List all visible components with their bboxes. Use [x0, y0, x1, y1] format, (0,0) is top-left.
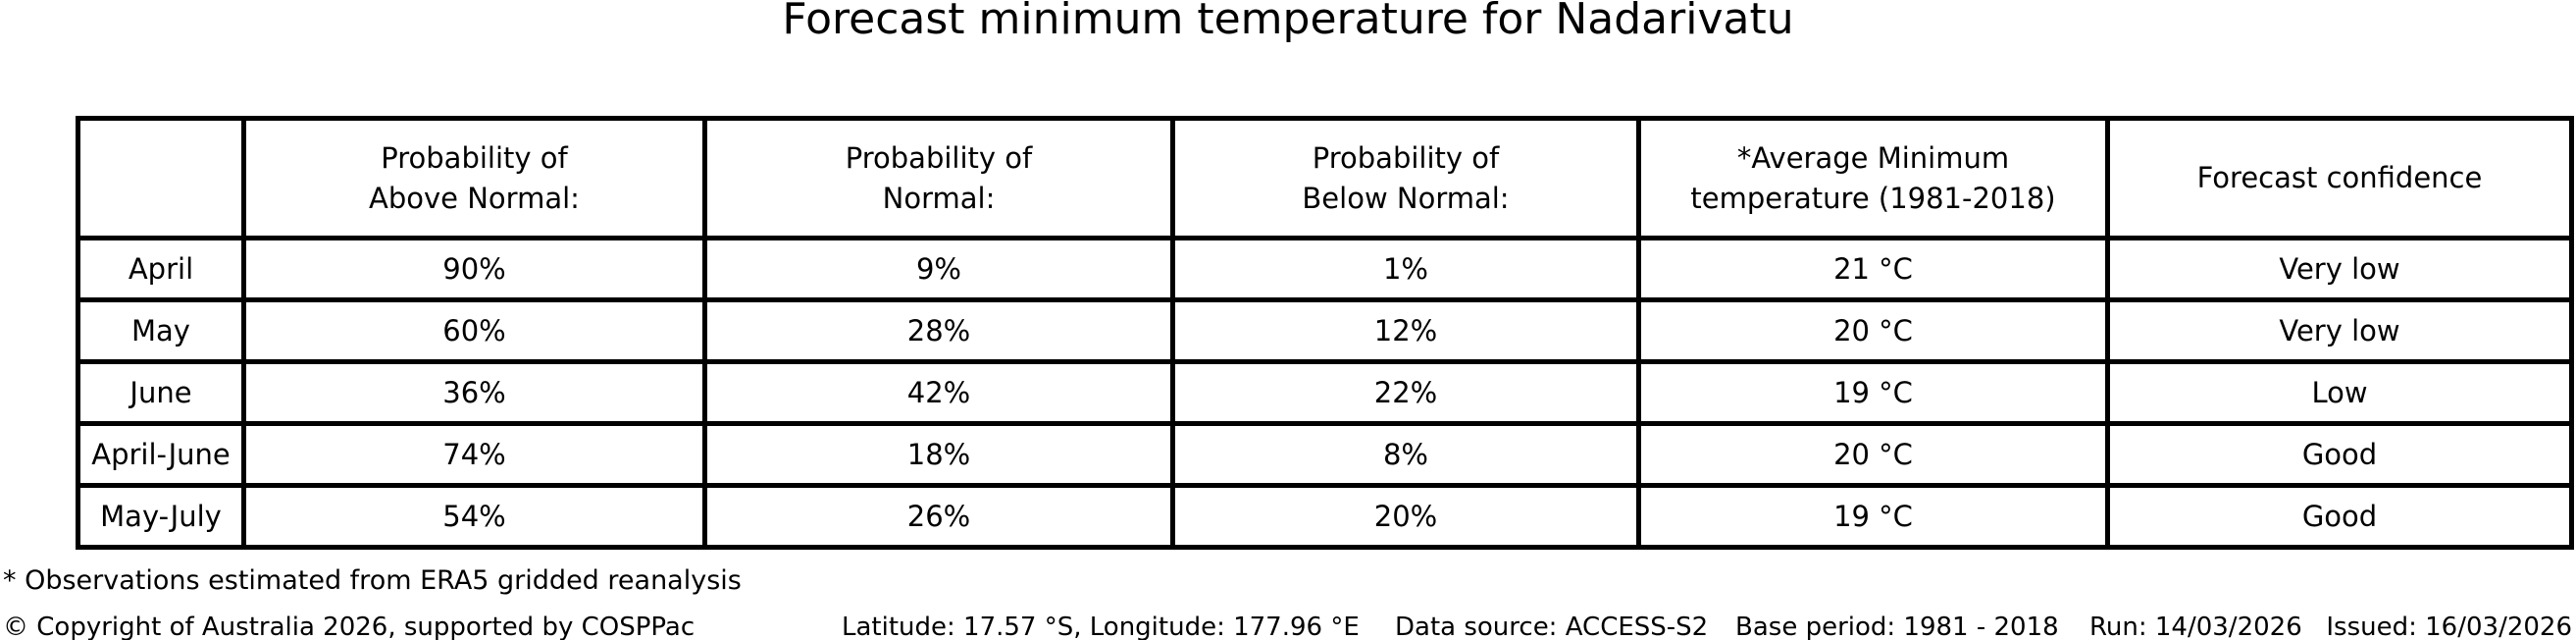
column-header-avg-min-temp: *Average Minimum temperature (1981-2018) [1636, 116, 2110, 240]
prob-below-cell: 12% [1170, 297, 1641, 364]
column-header-prob-below: Probability of Below Normal: [1170, 116, 1641, 240]
row-label: May-July [76, 483, 246, 550]
table-row-june: June 36% 42% 22% 19 °C Low [76, 359, 2574, 426]
row-label: June [76, 359, 246, 426]
row-label: May [76, 297, 246, 364]
table-row-may-july: May-July 54% 26% 20% 19 °C Good [76, 483, 2574, 550]
prob-above-cell: 60% [241, 297, 707, 364]
prob-below-cell: 8% [1170, 421, 1641, 488]
prob-above-cell: 74% [241, 421, 707, 488]
column-header-prob-normal: Probability of Normal: [702, 116, 1175, 240]
prob-normal-cell: 28% [702, 297, 1175, 364]
row-label: April-June [76, 421, 246, 488]
table-row-may: May 60% 28% 12% 20 °C Very low [76, 297, 2574, 364]
column-header-prob-above: Probability of Above Normal: [241, 116, 707, 240]
avg-min-temp-cell: 21 °C [1636, 236, 2110, 302]
footer-run-date: Run: 14/03/2026 [2089, 613, 2302, 640]
avg-min-temp-cell: 20 °C [1636, 421, 2110, 488]
footer-base-period: Base period: 1981 - 2018 [1735, 613, 2059, 640]
table-header-row: Probability of Above Normal: Probability… [76, 116, 2574, 240]
avg-min-temp-cell: 19 °C [1636, 483, 2110, 550]
forecast-confidence-cell: Good [2105, 483, 2574, 550]
forecast-confidence-cell: Very low [2105, 236, 2574, 302]
prob-above-cell: 54% [241, 483, 707, 550]
prob-normal-cell: 26% [702, 483, 1175, 550]
forecast-table: Probability of Above Normal: Probability… [76, 116, 2574, 550]
forecast-confidence-cell: Good [2105, 421, 2574, 488]
corner-cell [76, 116, 246, 240]
avg-min-temp-cell: 19 °C [1636, 359, 2110, 426]
prob-normal-cell: 18% [702, 421, 1175, 488]
forecast-confidence-cell: Very low [2105, 297, 2574, 364]
footer-location: Latitude: 17.57 °S, Longitude: 177.96 °E [842, 613, 1360, 640]
prob-below-cell: 1% [1170, 236, 1641, 302]
footer-data-source: Data source: ACCESS-S2 [1395, 613, 1709, 640]
figure-title: Forecast minimum temperature for Nadariv… [782, 0, 1794, 44]
prob-above-cell: 36% [241, 359, 707, 426]
footer-copyright: © Copyright of Australia 2026, supported… [3, 613, 696, 640]
row-label: April [76, 236, 246, 302]
prob-below-cell: 20% [1170, 483, 1641, 550]
table-row-april: April 90% 9% 1% 21 °C Very low [76, 236, 2574, 302]
column-header-forecast-confidence: Forecast confidence [2105, 116, 2574, 240]
forecast-confidence-cell: Low [2105, 359, 2574, 426]
footer-issued-date: Issued: 16/03/2026 [2326, 613, 2572, 640]
prob-above-cell: 90% [241, 236, 707, 302]
footnote: * Observations estimated from ERA5 gridd… [3, 565, 742, 596]
prob-below-cell: 22% [1170, 359, 1641, 426]
prob-normal-cell: 42% [702, 359, 1175, 426]
avg-min-temp-cell: 20 °C [1636, 297, 2110, 364]
table-row-april-june: April-June 74% 18% 8% 20 °C Good [76, 421, 2574, 488]
prob-normal-cell: 9% [702, 236, 1175, 302]
